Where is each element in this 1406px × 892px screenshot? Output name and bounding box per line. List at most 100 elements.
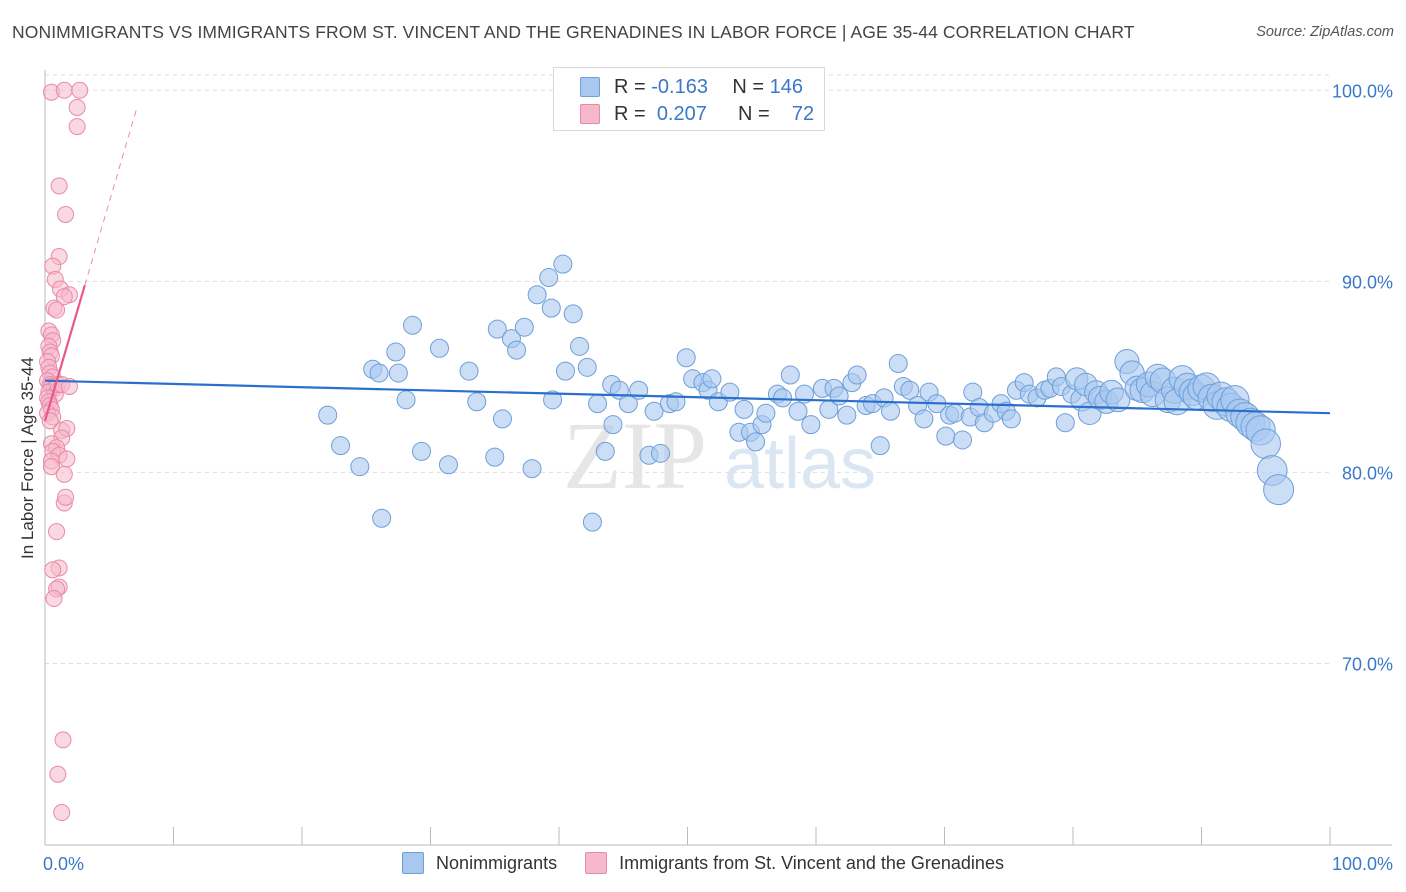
nonimmigrant-point (1055, 413, 1075, 433)
nonimmigrant-point (881, 401, 901, 421)
trend-lines (43, 107, 1331, 422)
nonimmigrant-point (577, 357, 597, 377)
nonimmigrant-point (507, 340, 527, 360)
immigrant-point (71, 81, 89, 99)
nonimmigrant-point (1250, 428, 1281, 460)
nonimmigrant-point (720, 382, 740, 402)
immigrants-trend-line (43, 284, 86, 422)
y-tick-label: 80.0% (1342, 463, 1393, 483)
nonimmigrant-point (870, 436, 890, 456)
immigrants-trend-extension (84, 107, 138, 286)
legend-r-label: R = (614, 102, 646, 125)
nonimmigrant-point (372, 508, 392, 528)
nonimmigrant-point (369, 363, 389, 383)
immigrant-point (55, 288, 73, 306)
legend-r-label: R = (614, 75, 646, 98)
bottom-legend-label: Nonimmigrants (436, 852, 558, 873)
nonimmigrant-point (429, 338, 449, 358)
immigrant-point (49, 765, 67, 783)
nonimmigrant-point (553, 254, 573, 274)
nonimmigrant-point (952, 430, 972, 450)
nonimmigrant-point (459, 361, 479, 381)
nonimmigrant-point (1105, 387, 1131, 413)
immigrant-point (57, 205, 75, 223)
nonimmigrant-point (900, 380, 920, 400)
immigrants-points (39, 81, 89, 822)
nonimmigrant-point (514, 317, 534, 337)
legend-n-value: 146 (769, 75, 803, 98)
nonimmigrant-point (388, 363, 408, 383)
nonimmigrant-point (788, 401, 808, 421)
legend-swatch-blue (580, 77, 600, 97)
nonimmigrant-point (539, 268, 559, 288)
watermark-zip: ZIP (563, 402, 707, 509)
chart-title: NONIMMIGRANTS VS IMMIGRANTS FROM ST. VIN… (12, 22, 1135, 42)
immigrant-point (45, 590, 63, 608)
correlation-legend: R = -0.163 N = 146 R = 0.207 N = 72 (553, 67, 825, 131)
nonimmigrant-point (492, 409, 512, 429)
immigrant-point (44, 561, 62, 579)
immigrant-point (42, 458, 60, 476)
nonimmigrant-point (485, 447, 505, 467)
nonimmigrant-point (773, 388, 793, 408)
legend-n-value: 72 (791, 102, 815, 125)
legend-r-value: -0.163 (651, 75, 708, 98)
y-tick-label: 70.0% (1342, 654, 1393, 674)
axes (44, 70, 1392, 846)
y-tick-label: 100.0% (1332, 81, 1393, 101)
immigrant-point (55, 465, 73, 483)
immigrant-point (57, 488, 75, 506)
x-tick-label: 0.0% (43, 854, 84, 874)
immigrant-point (54, 731, 72, 749)
bottom-legend-nonimmigrants: Nonimmigrants (402, 852, 557, 874)
nonimmigrant-point (644, 401, 664, 421)
immigrant-point (68, 98, 86, 116)
nonimmigrant-point (331, 436, 351, 456)
chart-source: Source: ZipAtlas.com (1256, 24, 1394, 40)
bottom-legend: Nonimmigrants Immigrants from St. Vincen… (0, 852, 1406, 874)
bottom-legend-swatch-blue (402, 852, 425, 874)
legend-row-immigrants: R = 0.207 N = 72 (580, 103, 814, 125)
legend-r-value: 0.207 (656, 102, 707, 125)
bottom-legend-swatch-pink (585, 852, 608, 874)
nonimmigrant-point (570, 336, 590, 356)
immigrant-point (68, 118, 86, 136)
nonimmigrant-point (318, 405, 338, 425)
nonimmigrant-point (588, 394, 608, 414)
nonimmigrant-point (847, 365, 867, 385)
immigrant-point (55, 81, 73, 99)
immigrant-point (48, 523, 66, 541)
nonimmigrant-point (527, 285, 547, 305)
nonimmigrant-point (555, 361, 575, 381)
legend-swatch-pink (580, 104, 600, 124)
nonimmigrant-point (603, 415, 623, 435)
immigrant-point (58, 450, 76, 468)
x-tick-label: 100.0% (1332, 854, 1393, 874)
nonimmigrant-point (756, 403, 776, 423)
y-tick-label: 90.0% (1342, 272, 1393, 292)
legend-row-nonimmigrants: R = -0.163 N = 146 (580, 76, 803, 98)
legend-n-label: N = (732, 75, 765, 98)
bottom-legend-label: Immigrants from St. Vincent and the Gren… (619, 852, 1004, 873)
nonimmigrant-point (702, 369, 722, 389)
nonimmigrant-point (487, 319, 507, 339)
tick-labels: 70.0% 80.0% 90.0% 100.0% 0.0% 100.0% (43, 81, 1393, 874)
nonimmigrant-point (563, 304, 583, 324)
nonimmigrant-point (780, 365, 800, 385)
nonimmigrants-trend-line (44, 379, 1331, 415)
nonimmigrant-point (350, 457, 370, 477)
nonimmigrant-point (396, 390, 416, 410)
nonimmigrant-point (829, 386, 849, 406)
immigrant-point (48, 301, 66, 319)
nonimmigrant-point (1263, 474, 1295, 506)
immigrant-point (53, 804, 71, 822)
nonimmigrant-point (914, 409, 934, 429)
nonimmigrant-point (412, 441, 432, 461)
nonimmigrant-point (746, 432, 766, 452)
nonimmigrant-point (936, 426, 956, 446)
nonimmigrant-point (794, 384, 814, 404)
nonimmigrant-point (438, 455, 458, 475)
nonimmigrant-point (541, 298, 561, 318)
legend-n-label: N = (737, 102, 770, 125)
